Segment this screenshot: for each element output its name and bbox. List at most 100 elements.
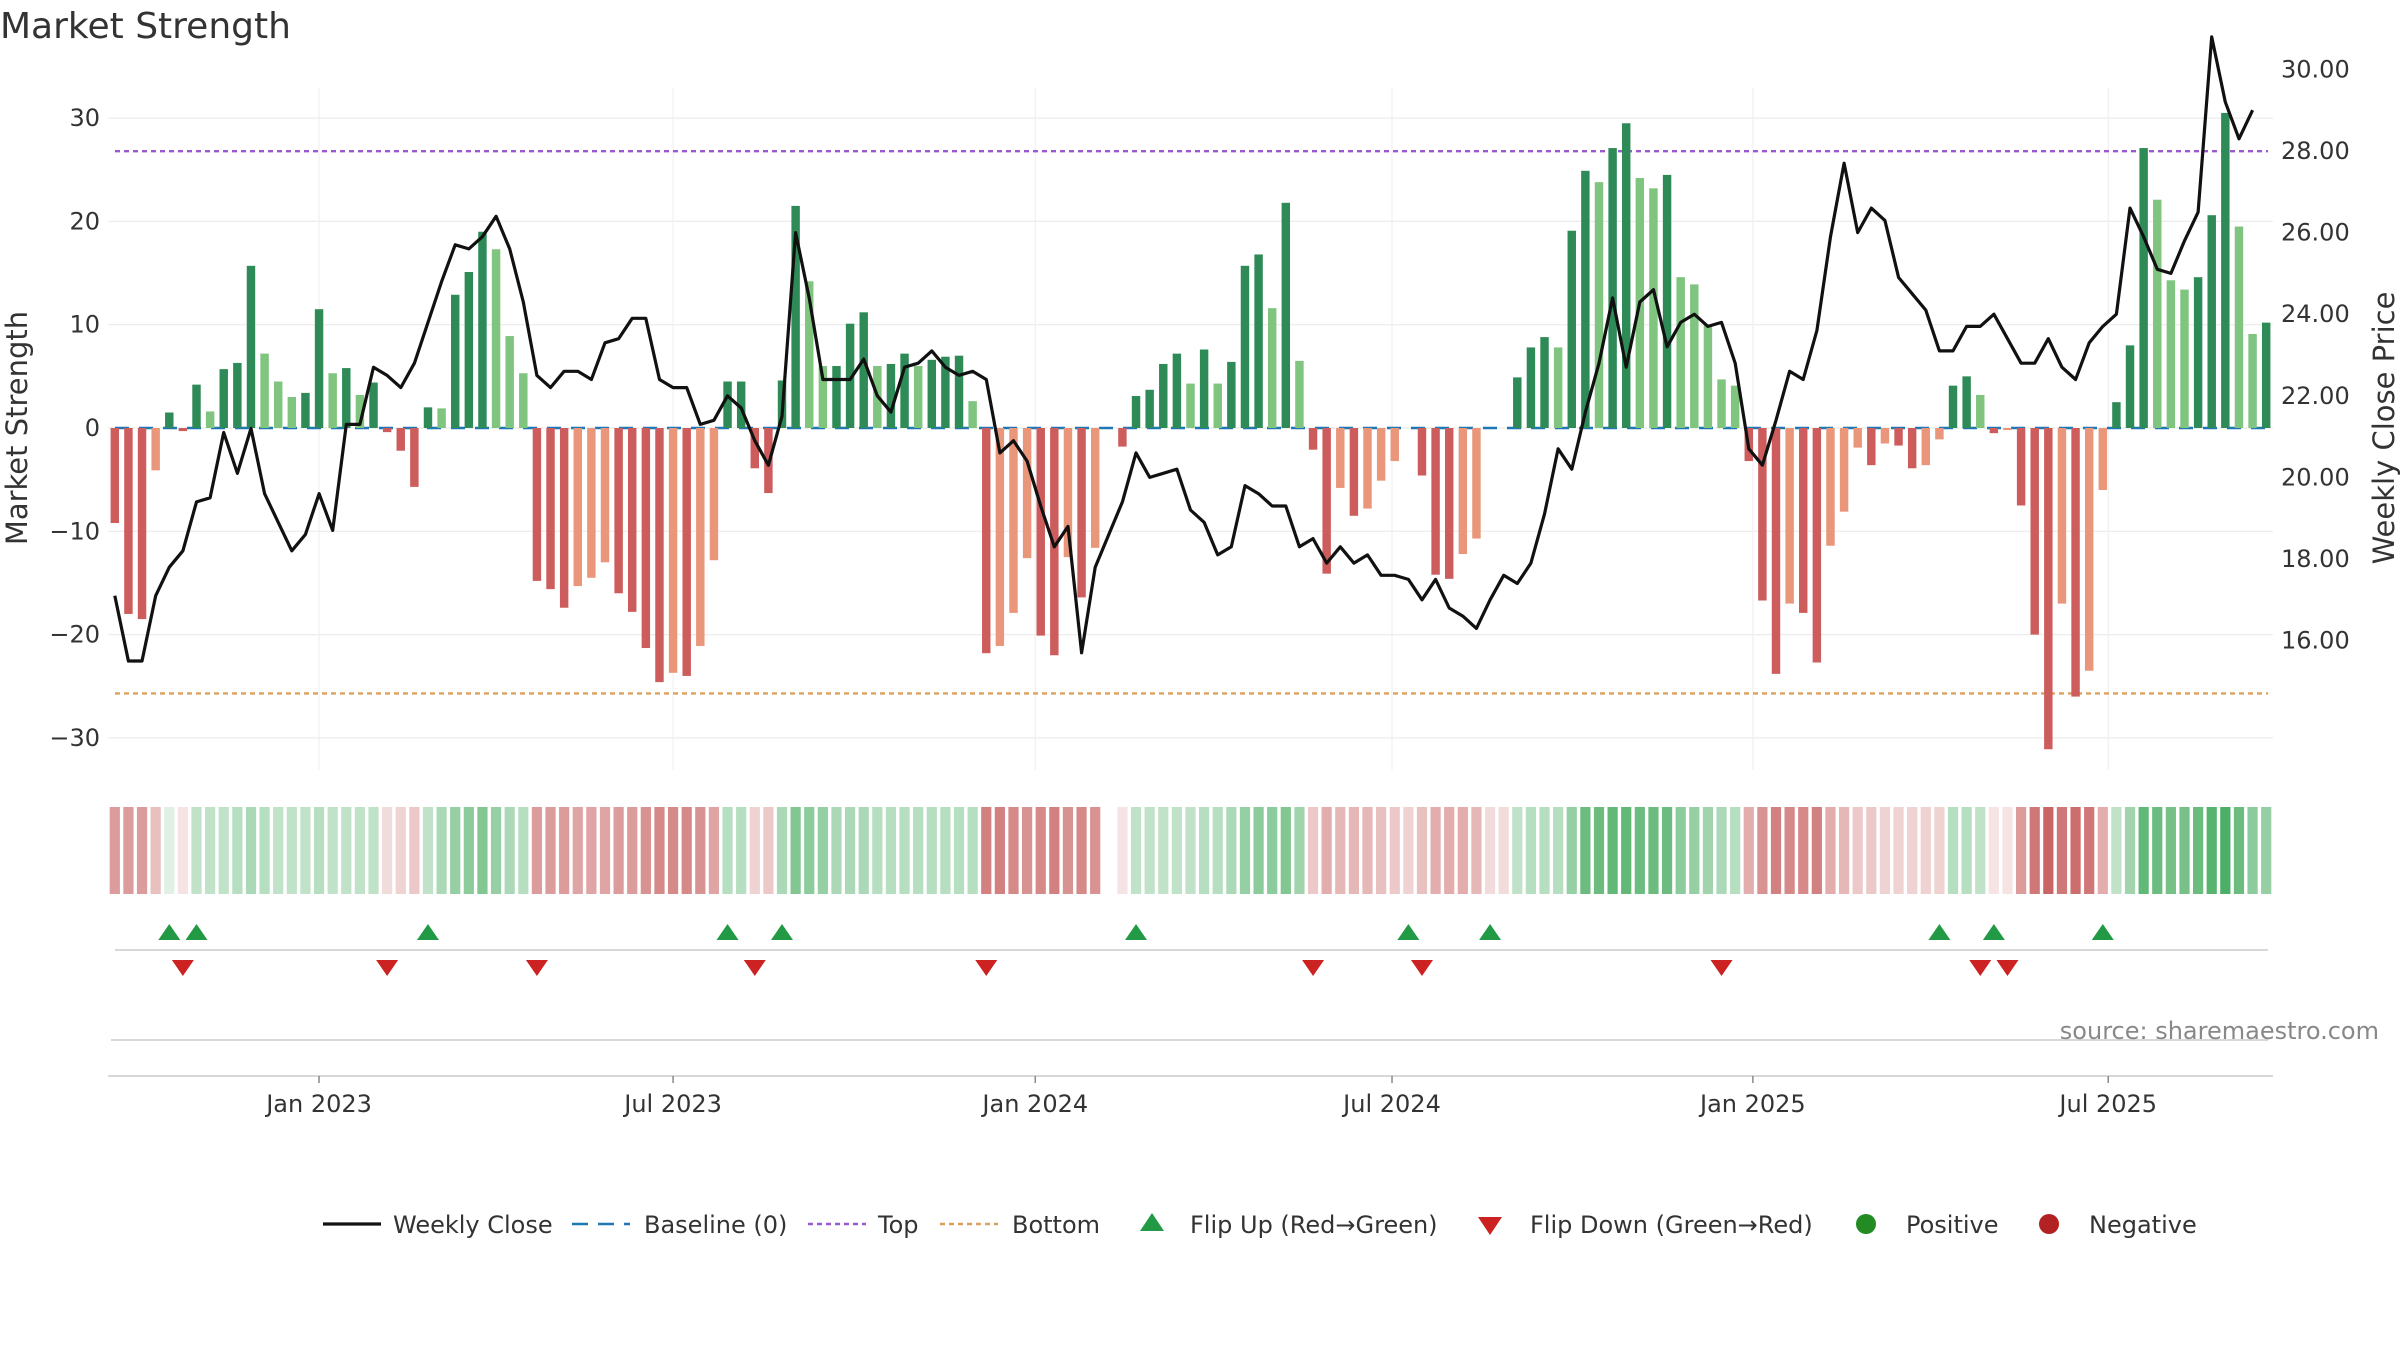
strength-bar: [192, 384, 201, 428]
strength-bar: [886, 363, 896, 428]
strip-cell: [695, 807, 706, 894]
strip-cell: [559, 807, 570, 894]
strip-cell: [1852, 807, 1863, 894]
strength-bar: [233, 362, 242, 428]
strength-bar: [382, 428, 392, 433]
strip-cell: [259, 807, 270, 894]
strength-bar: [1526, 347, 1536, 428]
strength-bar: [832, 366, 841, 428]
strength-bar: [2044, 428, 2053, 750]
strip-cell: [844, 807, 856, 894]
strip-cell: [1934, 807, 1945, 894]
strength-bar: [1948, 385, 1958, 428]
strip-cell: [273, 807, 284, 894]
strip-cell: [831, 807, 842, 894]
legend-dot-icon: [2039, 1214, 2059, 1234]
strength-bar: [600, 428, 610, 563]
flip-up-marker: [185, 924, 208, 940]
strength-bar: [1417, 428, 1427, 476]
strip-cell: [395, 807, 406, 894]
left-tick-label: −30: [49, 724, 100, 752]
strip-cell: [1389, 807, 1400, 894]
strength-bar: [1322, 428, 1331, 574]
flip-down-marker: [975, 960, 998, 976]
left-tick-label: 10: [69, 311, 100, 339]
strip-cell: [286, 807, 297, 894]
strength-bar: [1431, 428, 1440, 575]
right-tick-label: 30.00: [2281, 55, 2350, 83]
strip-cell: [1498, 807, 1509, 894]
strip-cell: [1988, 807, 1999, 894]
strip-cell: [1076, 807, 1087, 894]
strength-bar: [1690, 284, 1699, 428]
left-tick-label: −20: [49, 621, 100, 649]
strength-bar: [1649, 188, 1658, 428]
strip-cell: [1580, 807, 1591, 894]
x-tick-label: Jul 2024: [1341, 1090, 1441, 1118]
strength-bar: [246, 265, 256, 428]
flip-down-marker: [171, 960, 194, 976]
strip-cell: [2056, 807, 2068, 894]
strength-bar: [614, 428, 623, 594]
source-credit: source: sharemaestro.com: [2060, 1017, 2379, 1045]
strip-cell: [368, 807, 379, 894]
strip-cell: [218, 807, 229, 894]
strength-bar: [1295, 360, 1304, 428]
strength-bar: [1376, 428, 1386, 481]
strength-bar: [1267, 308, 1277, 428]
right-tick-label: 26.00: [2281, 219, 2350, 247]
legend-label: Bottom: [1012, 1211, 1100, 1239]
strength-bar: [1594, 182, 1604, 428]
strip-cell: [749, 807, 760, 894]
legend-label: Flip Up (Red→Green): [1190, 1211, 1438, 1239]
strip-cell: [1212, 807, 1223, 894]
strip-cell: [191, 807, 202, 894]
strip-cell: [627, 807, 638, 894]
strip-cell: [545, 807, 556, 894]
strip-cell: [1484, 807, 1496, 894]
strip-cell: [790, 807, 801, 894]
strip-cell: [2193, 807, 2204, 894]
flip-up-marker: [1479, 924, 1502, 940]
strength-bar: [478, 231, 487, 428]
strength-bar: [1063, 428, 1073, 558]
strip-cell: [899, 807, 910, 894]
strip-cell: [953, 807, 965, 894]
right-tick-label: 20.00: [2281, 463, 2350, 491]
right-tick-label: 24.00: [2281, 300, 2350, 328]
legend: Weekly Close Baseline (0) Top Bottom Flip Up…: [323, 1211, 2197, 1239]
legend-label: Top: [877, 1211, 919, 1239]
strip-cell: [1730, 807, 1741, 894]
strip-cell: [1226, 807, 1237, 894]
strip-cell: [327, 807, 338, 894]
strip-cell: [967, 807, 978, 894]
flip-up-marker: [158, 924, 181, 940]
strip-cell: [1743, 807, 1754, 894]
strength-bar: [1145, 389, 1154, 428]
strength-bar: [1336, 428, 1345, 488]
strip-cell: [613, 807, 624, 894]
right-tick-label: 16.00: [2281, 627, 2350, 655]
flip-up-marker: [716, 924, 739, 940]
strip-cell: [1757, 807, 1768, 894]
strength-bar: [1608, 148, 1617, 428]
strip-cell: [2070, 807, 2081, 894]
strip-cell: [341, 807, 352, 894]
strength-bar: [1213, 383, 1222, 428]
strength-bar: [2098, 428, 2108, 490]
strip-cell: [463, 807, 474, 894]
strip-cell: [940, 807, 951, 894]
strip-cell: [1525, 807, 1537, 894]
strength-bar: [1839, 428, 1849, 512]
strength-bar: [1118, 428, 1127, 447]
strip-cell: [872, 807, 883, 894]
legend-label: Flip Down (Green→Red): [1530, 1211, 1813, 1239]
strength-bar: [1036, 428, 1045, 636]
left-tick-label: 0: [85, 414, 100, 442]
flip-up-marker: [2091, 924, 2114, 940]
strength-bar: [124, 428, 133, 614]
strength-bar: [505, 336, 514, 428]
strip-cell: [1675, 807, 1686, 894]
strength-bar: [913, 366, 923, 428]
strip-cell: [1566, 807, 1577, 894]
